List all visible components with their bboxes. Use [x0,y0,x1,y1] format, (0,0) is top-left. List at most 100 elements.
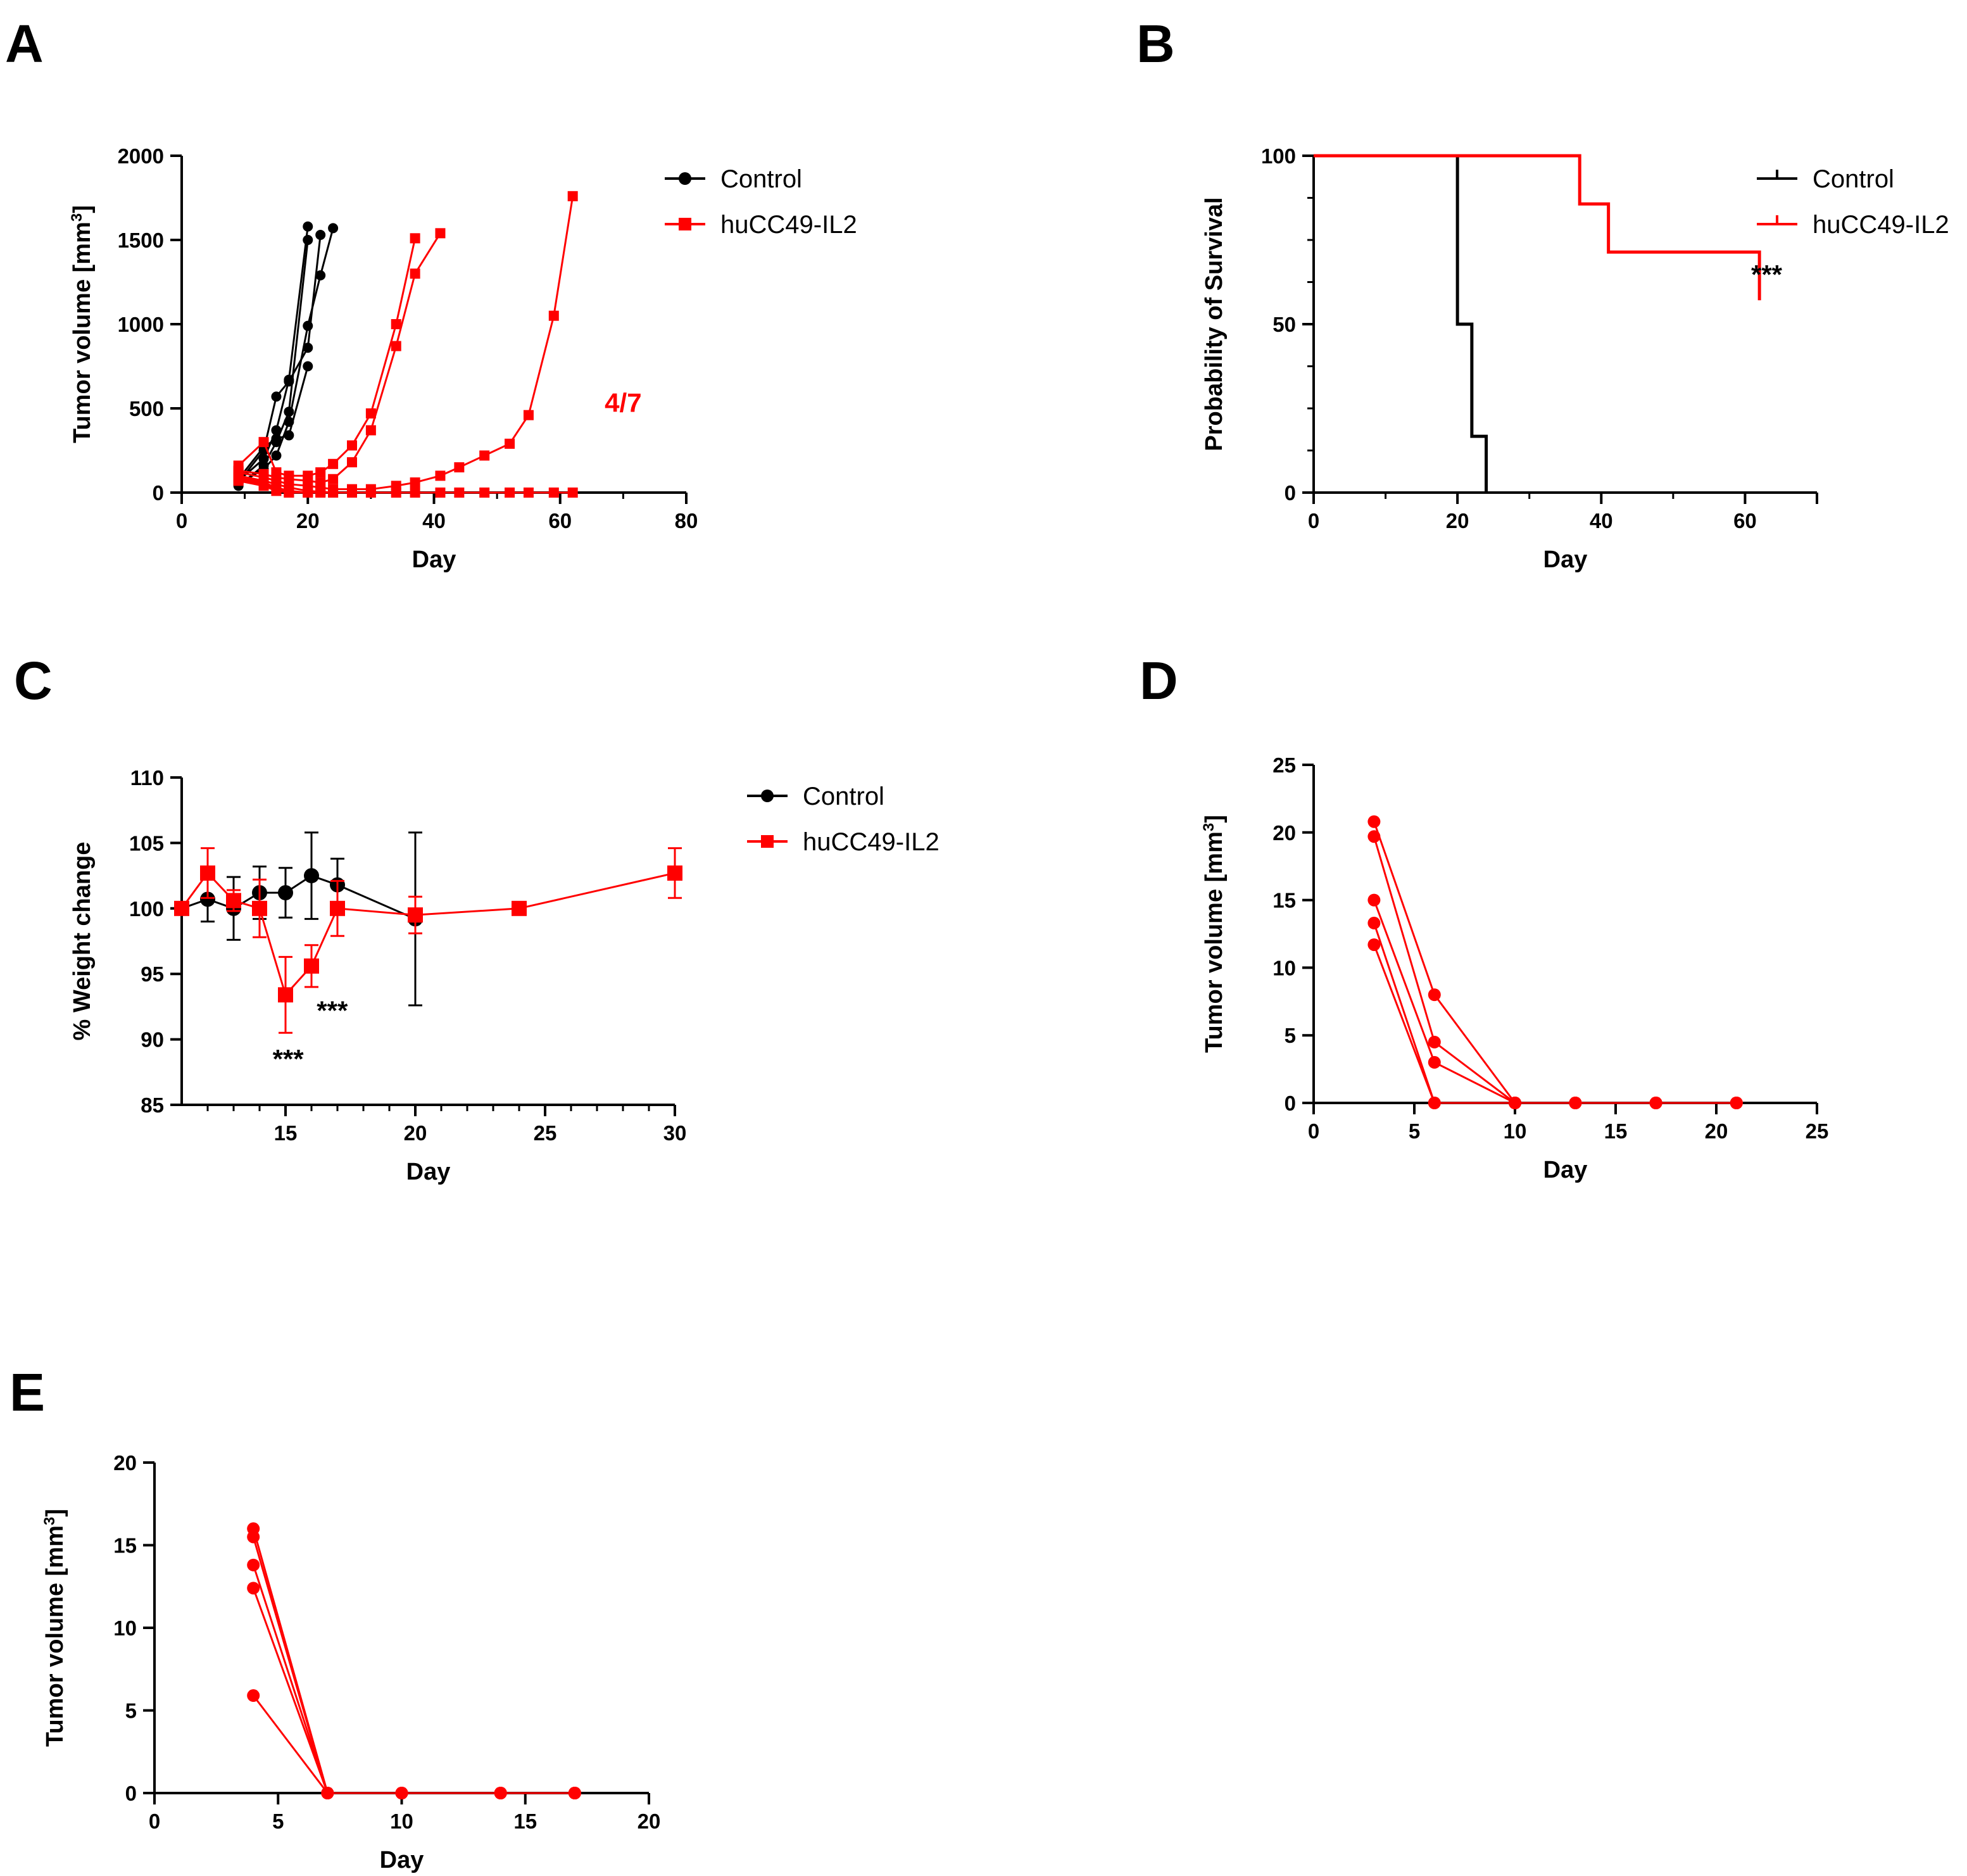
legend-item-b: huCC49-IL2 [1757,211,1949,239]
chart-a: 0 20 40 60 80 0 500 1000 1500 2000 Day Tumor volume… [68,144,857,573]
legend-marker [761,835,774,848]
data-point [247,1558,260,1571]
data-point [494,1787,507,1799]
series-line [1314,154,1488,493]
series-line [237,239,309,487]
data-point [321,1787,334,1799]
data-point [258,437,269,448]
data-point [365,425,376,436]
data-point [479,488,490,498]
annotation-c: *** [273,1044,305,1074]
data-point [548,488,559,498]
panel-letter-d: D [1140,651,1178,710]
legend-label: Control [720,165,802,193]
data-point [395,1787,408,1799]
data-point [567,488,578,498]
legend-label: Control [1813,165,1894,193]
data-point [391,341,401,351]
series-line [1373,922,1737,1104]
series-d-1 [1367,830,1743,1109]
data-point [568,1787,581,1799]
data-point [315,270,326,280]
panel-letter-c: C [14,651,53,710]
y-axis-label-c: % Weight change [69,842,96,1041]
legend-item-a: huCC49-IL2 [665,211,857,239]
series-e-1 [247,1530,581,1799]
data-point [1367,893,1381,907]
data-point [1509,1097,1521,1109]
data-point [278,884,293,900]
x-axis-label-e: Day [380,1847,424,1873]
x-tick-label-d: 10 [1504,1119,1527,1143]
y-tick-label-b: 50 [1273,313,1296,336]
annotation-a: 4/7 [605,387,641,417]
y-tick-label-a: 500 [129,397,164,420]
x-tick-label-d: 25 [1806,1119,1829,1143]
chart-b: 0 20 40 60 0 50 100 Day Probability of Survival *… [1201,144,1949,573]
series-line [1373,944,1737,1104]
data-point [247,1530,260,1544]
data-point [303,235,313,245]
data-point [271,486,282,496]
chart-e: 0 5 10 15 20 0 5 10 15 20 Day Tumor volume [mm3] [41,1451,661,1873]
legend-label: Control [803,783,884,810]
y-tick-label-a: 2000 [118,144,164,168]
x-tick-label-c: 20 [404,1121,427,1145]
series-line [238,196,574,491]
data-point [315,488,326,498]
series-d-4 [1367,938,1743,1109]
series-line [1373,900,1737,1104]
x-tick-label-c: 25 [534,1121,557,1145]
legend-label: huCC49-IL2 [1813,211,1949,239]
data-point [391,319,401,329]
x-tick-label-d: 20 [1705,1119,1728,1143]
y-axis-label-e: Tumor volume [mm3] [41,1509,69,1747]
y-tick-label-c: 100 [129,897,164,921]
y-tick-label-b: 0 [1285,481,1296,505]
data-point [226,893,241,909]
x-tick-label-a: 80 [675,509,698,532]
series-c-1 [174,847,682,1034]
y-tick-label-a: 0 [153,481,164,505]
y-axis-label-sup-d: 3 [1200,823,1217,831]
y-tick-label-d: 0 [1285,1092,1296,1115]
data-point [505,438,515,449]
data-point [410,268,420,279]
panel-letter-a: A [5,14,44,73]
legend-item-a: Control [665,165,802,193]
data-point [365,488,376,498]
data-point [1730,1097,1743,1109]
y-axis-label-end-e: ] [42,1509,68,1517]
series-line [180,871,676,997]
x-tick-label-e: 0 [149,1810,160,1833]
data-point [410,477,420,488]
data-point [479,450,490,461]
y-tick-label-e: 15 [113,1534,137,1558]
data-point [271,450,282,461]
y-axis-label-d: Tumor volume [mm3] [1200,815,1228,1053]
series-b-1 [1314,154,1761,301]
data-point [328,474,339,484]
x-axis-label-c: Day [406,1159,451,1185]
data-point [523,488,534,498]
series-line [252,1587,575,1794]
data-point [346,440,357,451]
y-tick-label-d: 15 [1273,889,1296,912]
data-point [303,361,313,372]
x-tick-label-a: 20 [296,509,320,532]
data-point [435,228,446,239]
data-point [328,488,339,498]
data-point [303,343,313,353]
data-point [346,488,357,498]
legend-marker [761,790,774,802]
x-axis-label-d: Day [1543,1157,1588,1183]
data-point [330,900,345,916]
data-point [1367,938,1381,952]
y-axis-label-sup-a: 3 [68,213,85,222]
y-tick-label-e: 0 [125,1782,137,1805]
y-tick-label-d: 10 [1273,956,1296,979]
data-point [328,223,339,234]
series-a-7 [233,191,578,494]
x-tick-label-a: 0 [176,509,187,532]
series-d-3 [1367,916,1743,1109]
